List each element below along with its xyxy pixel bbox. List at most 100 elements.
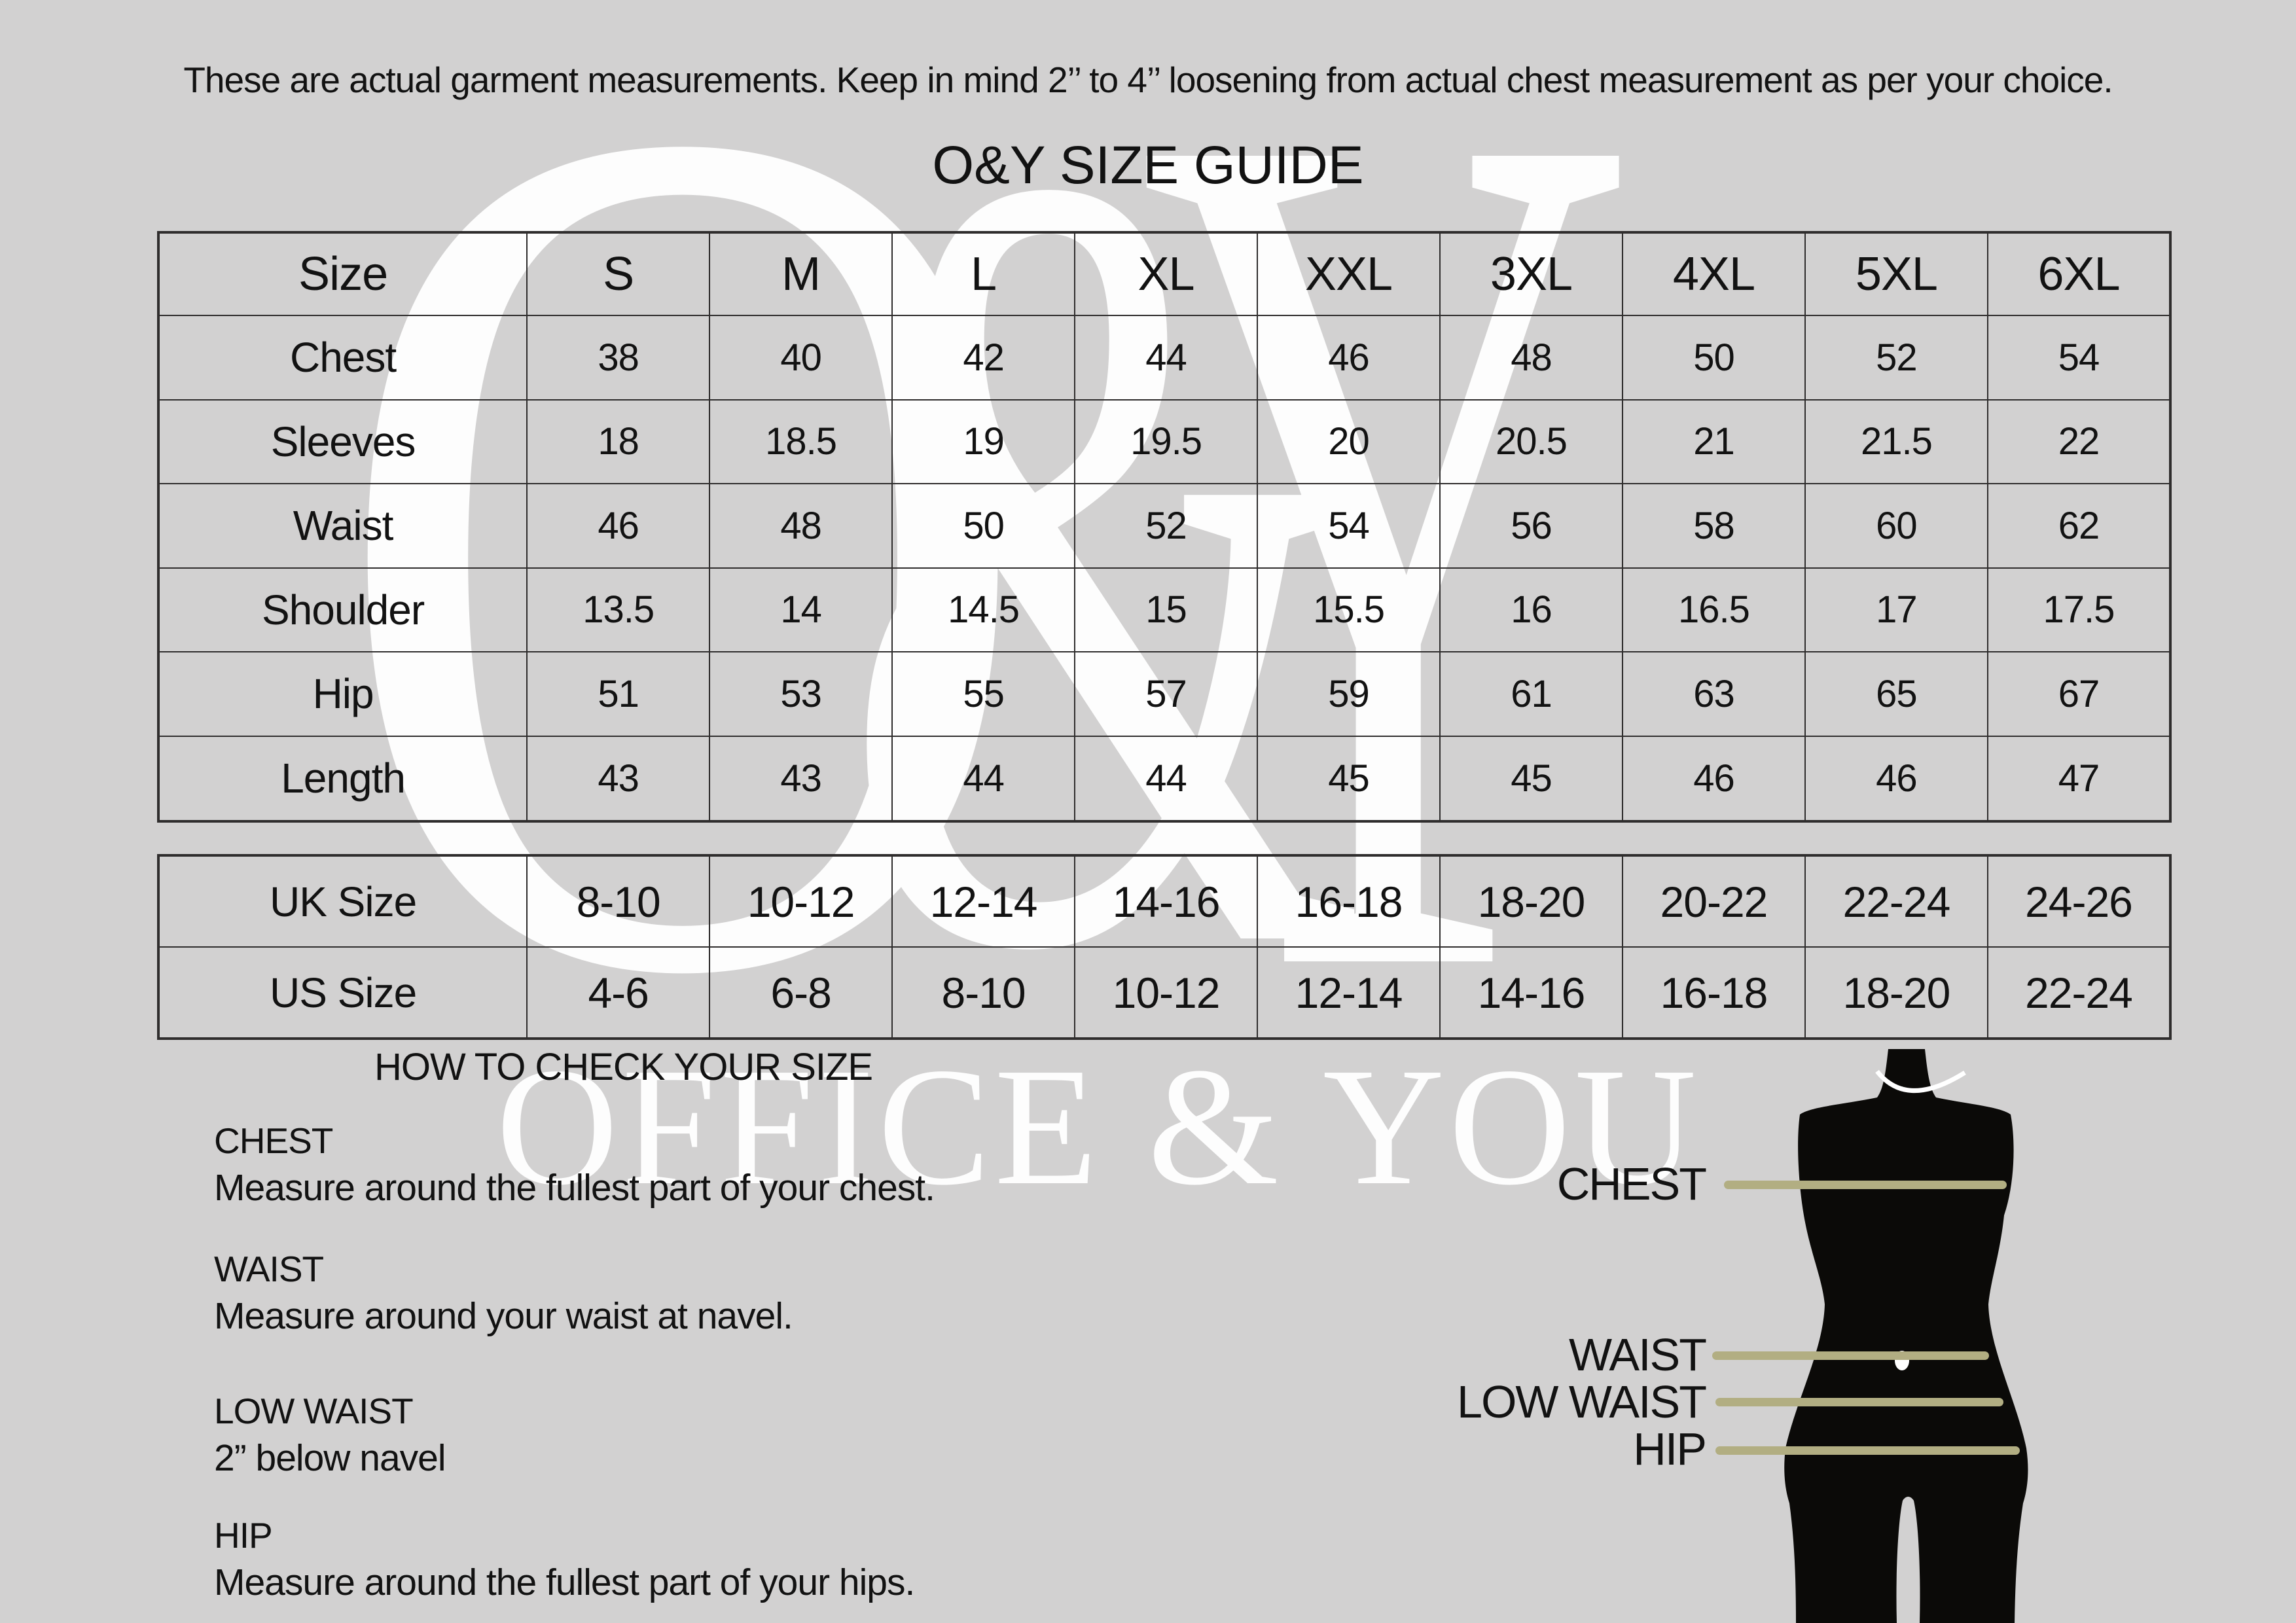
size-column-header: 4XL xyxy=(1621,232,1806,316)
measurement-cell: 46 xyxy=(1257,315,1441,401)
measurement-cell: 20 xyxy=(1257,399,1441,485)
measurement-cell: 21.5 xyxy=(1804,399,1988,485)
table-row: Hip 51 53 55 57 59 61 63 65 67 xyxy=(157,651,2172,737)
measurement-cell: 43 xyxy=(526,735,711,823)
row-label: UK Size xyxy=(157,855,528,948)
measurement-cell: 46 xyxy=(1804,735,1988,823)
measurement-cell: 14-16 xyxy=(1074,855,1259,948)
size-conversion-table: UK Size 8-10 10-12 12-14 14-16 16-18 18-20 20-2… xyxy=(157,854,2172,1040)
instruction-section-hip: HIP Measure around the fullest part of y… xyxy=(214,1515,915,1601)
measurement-cell: 65 xyxy=(1804,651,1988,737)
size-column-header: 3XL xyxy=(1439,232,1623,316)
measurement-cell: 18-20 xyxy=(1439,855,1623,948)
table-header-row: Size S M L XL XXL 3XL 4XL 5XL 6XL xyxy=(157,232,2172,316)
instruction-title: LOW WAIST xyxy=(214,1391,414,1431)
watermark-brand-text: OFFICE & YOU xyxy=(496,1033,1700,1220)
measurement-cell: 48 xyxy=(709,483,893,569)
row-label: Waist xyxy=(157,483,528,569)
measurement-cell: 48 xyxy=(1439,315,1623,401)
instruction-title: WAIST xyxy=(214,1249,324,1289)
measurement-cell: 21 xyxy=(1621,399,1806,485)
measurement-cell: 46 xyxy=(526,483,711,569)
measurement-cell: 40 xyxy=(709,315,893,401)
table-row: US Size 4-6 6-8 8-10 10-12 12-14 14-16 16-18 18-… xyxy=(157,946,2172,1039)
figure-label-low-waist: LOW WAIST xyxy=(1457,1376,1707,1427)
measurement-cell: 18-20 xyxy=(1804,946,1988,1039)
measurement-cell: 10-12 xyxy=(1074,946,1259,1039)
measurement-cell: 15 xyxy=(1074,567,1259,653)
table-row: Shoulder 13.5 14 14.5 15 15.5 16 16.5 17 17.5 xyxy=(157,567,2172,653)
measurement-cell: 54 xyxy=(1257,483,1441,569)
measurement-cell: 56 xyxy=(1439,483,1623,569)
measurement-cell: 63 xyxy=(1621,651,1806,737)
mannequin-body-shape xyxy=(1784,1049,2028,1623)
measurement-cell: 8-10 xyxy=(526,855,711,948)
measurement-cell: 20.5 xyxy=(1439,399,1623,485)
measurement-cell: 46 xyxy=(1621,735,1806,823)
measurement-cell: 38 xyxy=(526,315,711,401)
row-label: Hip xyxy=(157,651,528,737)
table-row: Waist 46 48 50 52 54 56 58 60 62 xyxy=(157,483,2172,569)
size-column-header: L xyxy=(891,232,1076,316)
measurement-cell: 43 xyxy=(709,735,893,823)
measurement-cell: 54 xyxy=(1986,315,2172,401)
measurement-cell: 14 xyxy=(709,567,893,653)
chest-measure-line xyxy=(1724,1181,2007,1189)
measurement-cell: 16-18 xyxy=(1621,946,1806,1039)
measurement-cell: 17.5 xyxy=(1986,567,2172,653)
measurement-cell: 50 xyxy=(1621,315,1806,401)
size-column-header: XXL xyxy=(1257,232,1441,316)
measurement-cell: 45 xyxy=(1257,735,1441,823)
measurement-cell: 13.5 xyxy=(526,567,711,653)
measurement-cell: 44 xyxy=(1074,315,1259,401)
measurement-cell: 24-26 xyxy=(1986,855,2172,948)
measurement-cell: 14-16 xyxy=(1439,946,1623,1039)
measurement-cell: 19 xyxy=(891,399,1076,485)
measurement-cell: 52 xyxy=(1074,483,1259,569)
instruction-section-waist: WAIST Measure around your waist at navel… xyxy=(214,1249,793,1335)
measurement-cell: 22-24 xyxy=(1804,855,1988,948)
measurement-cell: 55 xyxy=(891,651,1076,737)
measurement-cell: 4-6 xyxy=(526,946,711,1039)
instruction-text: Measure around the fullest part of your … xyxy=(214,1167,935,1209)
measurement-cell: 57 xyxy=(1074,651,1259,737)
garment-measurement-disclaimer: These are actual garment measurements. K… xyxy=(183,60,2113,100)
figure-label-chest: CHEST xyxy=(1556,1158,1707,1209)
measurement-cell: 60 xyxy=(1804,483,1988,569)
instruction-title: HIP xyxy=(214,1515,273,1556)
instruction-text: Measure around your waist at navel. xyxy=(214,1295,793,1338)
measurement-cell: 8-10 xyxy=(891,946,1076,1039)
instruction-section-low-waist: LOW WAIST 2” below navel xyxy=(214,1391,446,1477)
corner-header-cell: Size xyxy=(157,232,528,316)
measurement-cell: 22-24 xyxy=(1986,946,2172,1039)
page-title: O&Y SIZE GUIDE xyxy=(932,135,1364,195)
measurement-cell: 12-14 xyxy=(891,855,1076,948)
necklace-icon xyxy=(1875,1069,1966,1093)
measurement-cell: 15.5 xyxy=(1257,567,1441,653)
measurement-cell: 50 xyxy=(891,483,1076,569)
measurement-cell: 16.5 xyxy=(1621,567,1806,653)
row-label: Chest xyxy=(157,315,528,401)
measurement-cell: 47 xyxy=(1986,735,2172,823)
howto-heading: HOW TO CHECK YOUR SIZE xyxy=(374,1046,873,1088)
size-column-header: XL xyxy=(1074,232,1259,316)
measurement-cell: 16-18 xyxy=(1257,855,1441,948)
figure-label-hip: HIP xyxy=(1633,1423,1707,1474)
waist-measure-line xyxy=(1712,1351,1989,1360)
instruction-title: CHEST xyxy=(214,1120,333,1161)
size-measurement-table: Size S M L XL XXL 3XL 4XL 5XL 6XL Chest 38 40 42 44 46 4… xyxy=(157,231,2172,823)
size-column-header: S xyxy=(526,232,711,316)
table-row: Sleeves 18 18.5 19 19.5 20 20.5 21 21.5 22 xyxy=(157,399,2172,485)
measurement-cell: 16 xyxy=(1439,567,1623,653)
row-label: Sleeves xyxy=(157,399,528,485)
table-row: UK Size 8-10 10-12 12-14 14-16 16-18 18-20 20-2… xyxy=(157,855,2172,948)
measurement-cell: 20-22 xyxy=(1621,855,1806,948)
size-column-header: 6XL xyxy=(1986,232,2172,316)
instruction-section-chest: CHEST Measure around the fullest part of… xyxy=(214,1120,935,1207)
measurement-cell: 12-14 xyxy=(1257,946,1441,1039)
row-label: Length xyxy=(157,735,528,823)
measurement-cell: 10-12 xyxy=(709,855,893,948)
hip-measure-line xyxy=(1715,1446,2020,1455)
body-silhouette xyxy=(1784,1049,2028,1623)
